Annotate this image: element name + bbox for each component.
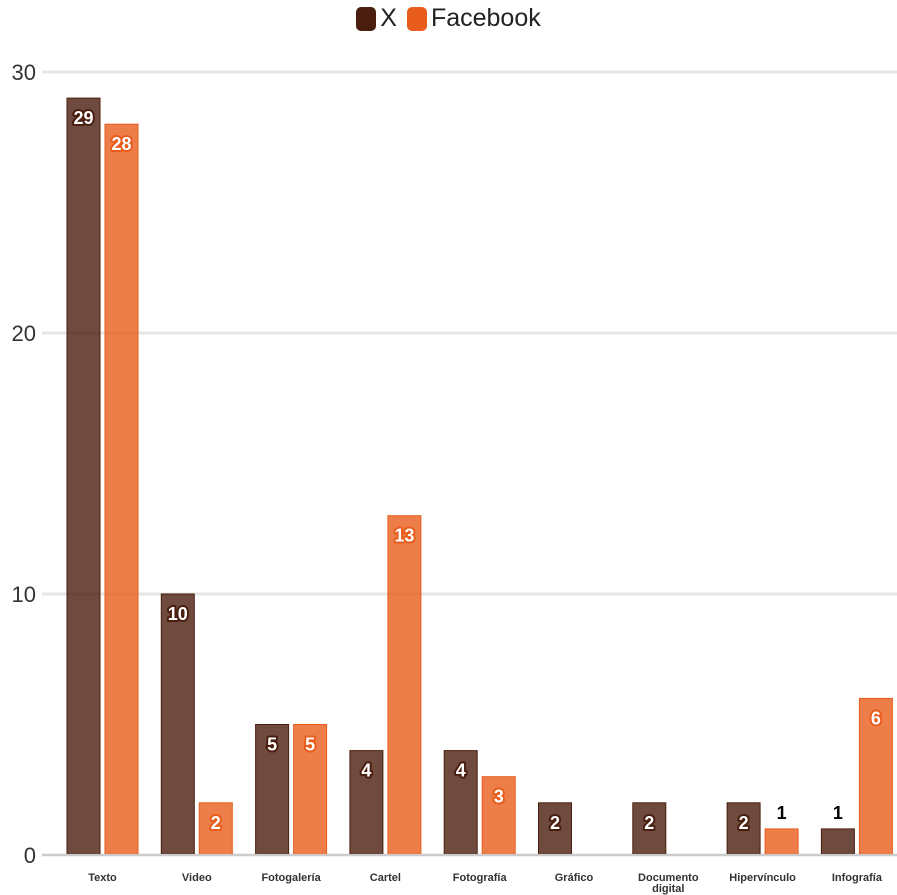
bar-facebook-0 bbox=[104, 123, 139, 856]
bar-facebook-7 bbox=[764, 828, 799, 856]
x-tick-label-7: Hipervínculo bbox=[729, 872, 796, 884]
x-tick-label-1: Video bbox=[182, 872, 212, 884]
data-label-facebook-2: 5 bbox=[305, 735, 315, 755]
x-tick-label-0: Texto bbox=[88, 872, 117, 884]
bar-x-3 bbox=[349, 750, 384, 856]
data-label-facebook-0: 28 bbox=[111, 134, 131, 154]
data-label-x-1: 10 bbox=[168, 604, 188, 624]
x-tick-label-5: Gráfico bbox=[555, 872, 594, 884]
x-tick-label-4: Fotografía bbox=[453, 872, 508, 884]
x-tick-label-6: Documento digital bbox=[638, 872, 699, 895]
y-tick-label-10: 10 bbox=[12, 582, 36, 607]
legend: X Facebook bbox=[0, 4, 897, 33]
data-label-x-7: 2 bbox=[739, 813, 749, 833]
bar-facebook-3 bbox=[387, 515, 422, 856]
data-label-x-3: 4 bbox=[361, 761, 371, 781]
bar-facebook-8 bbox=[858, 697, 893, 856]
legend-label-x: X bbox=[380, 4, 397, 32]
legend-item-x[interactable]: X bbox=[356, 4, 397, 33]
data-label-facebook-1: 2 bbox=[211, 813, 221, 833]
data-label-x-0: 29 bbox=[73, 108, 93, 128]
data-label-facebook-8: 6 bbox=[871, 708, 881, 728]
bar-x-8 bbox=[820, 828, 855, 856]
y-tick-label-0: 0 bbox=[24, 843, 36, 868]
x-tick-label-2: Fotogalería bbox=[261, 872, 321, 884]
bar-x-7 bbox=[726, 802, 761, 856]
legend-swatch-x bbox=[356, 6, 377, 31]
bar-x-6 bbox=[632, 802, 667, 856]
data-label-x-2: 5 bbox=[267, 735, 277, 755]
data-label-x-5: 2 bbox=[550, 813, 560, 833]
y-tick-label-20: 20 bbox=[12, 321, 36, 346]
x-tick-label-8: Infografía bbox=[832, 872, 883, 884]
legend-swatch-facebook bbox=[406, 6, 427, 31]
x-tick-label-3: Cartel bbox=[370, 872, 401, 884]
bar-x-0 bbox=[66, 97, 101, 856]
data-label-x-6: 2 bbox=[644, 813, 654, 833]
bar-facebook-2 bbox=[293, 724, 328, 856]
data-label-x-8: 1 bbox=[833, 803, 843, 823]
bar-x-5 bbox=[538, 802, 572, 856]
y-tick-label-30: 30 bbox=[12, 60, 36, 85]
bar-x-1 bbox=[160, 593, 195, 856]
data-label-facebook-3: 13 bbox=[394, 526, 414, 546]
data-label-x-4: 4 bbox=[456, 761, 466, 781]
data-label-facebook-7: 1 bbox=[777, 803, 787, 823]
legend-item-facebook[interactable]: Facebook bbox=[406, 4, 541, 33]
bar-facebook-1 bbox=[198, 802, 233, 856]
data-label-facebook-4: 3 bbox=[494, 787, 504, 807]
legend-label-facebook: Facebook bbox=[430, 4, 541, 32]
bar-x-2 bbox=[255, 724, 290, 856]
